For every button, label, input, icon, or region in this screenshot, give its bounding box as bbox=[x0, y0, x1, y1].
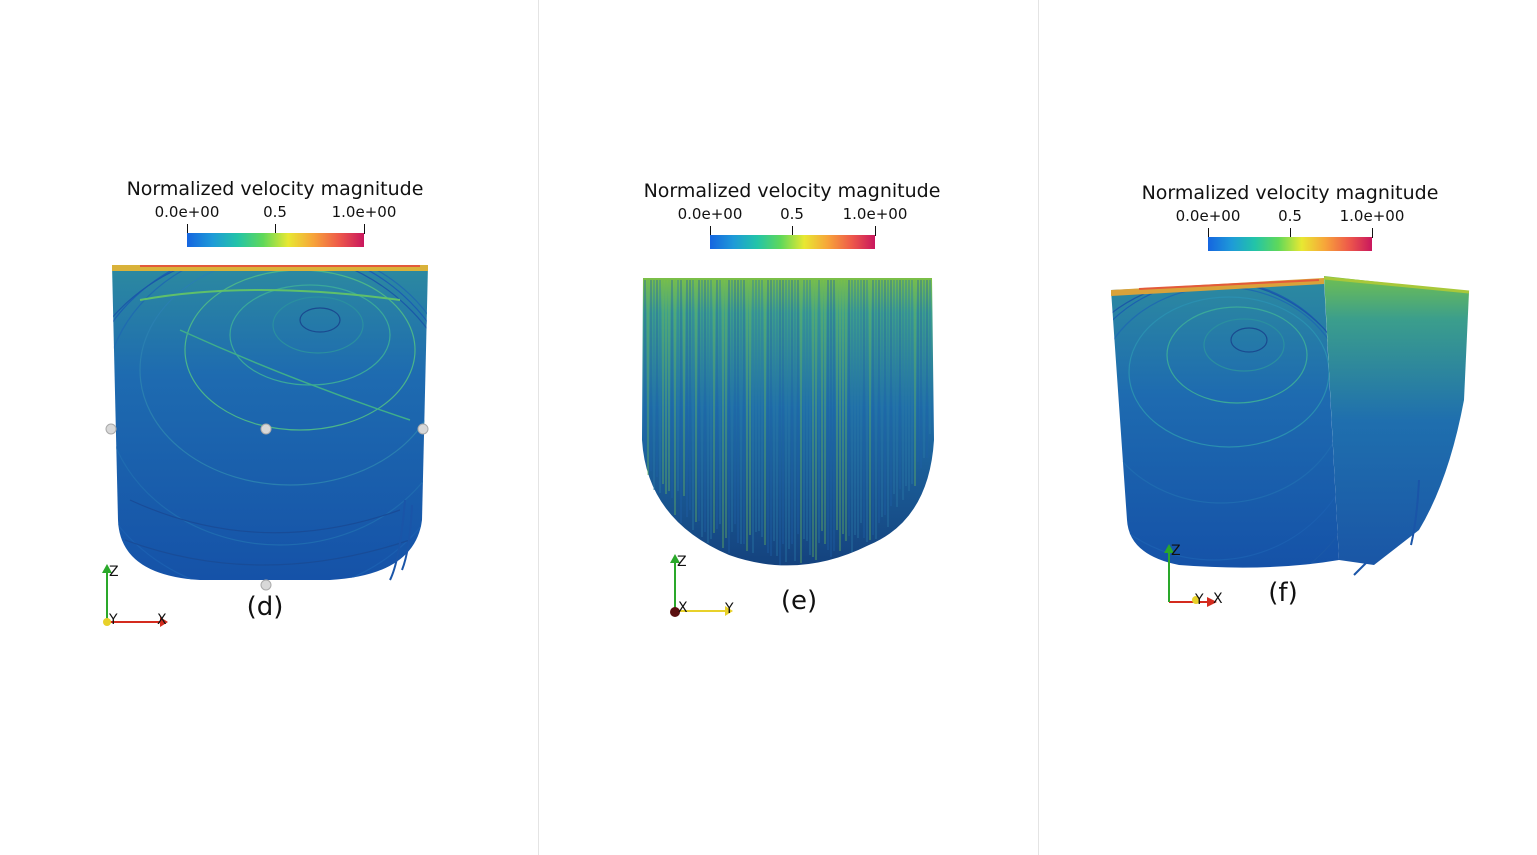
colorbar-min-label: 0.0e+00 bbox=[1175, 207, 1241, 225]
colorbar-min-label: 0.0e+00 bbox=[677, 205, 743, 223]
streamline-render-d: X Y Z bbox=[102, 265, 429, 628]
colorbar-tick bbox=[710, 226, 711, 236]
axis-label-horizontal: X bbox=[157, 612, 167, 628]
colorbar-title: Normalized velocity magnitude bbox=[643, 180, 941, 202]
colorbar-tick bbox=[1208, 228, 1209, 238]
streamlines bbox=[644, 280, 931, 565]
colorbar-gradient bbox=[710, 235, 875, 249]
colorbar-gradient bbox=[187, 233, 364, 247]
axis-label-vertical: Z bbox=[677, 554, 687, 570]
panel-divider-1 bbox=[538, 0, 539, 855]
orientation-axes: X Y Z bbox=[102, 564, 168, 628]
colorbar-tick bbox=[1290, 228, 1291, 238]
probe-sphere bbox=[105, 423, 117, 435]
colorbar-tick bbox=[364, 224, 365, 234]
axis-label-vertical: Z bbox=[109, 564, 119, 580]
streamline-side-face bbox=[1324, 276, 1469, 565]
axis-label-depth: Y bbox=[108, 612, 118, 628]
colorbar-max-label: 1.0e+00 bbox=[331, 203, 397, 221]
streamline-front-face bbox=[1111, 280, 1339, 568]
axis-label-horizontal: X bbox=[1213, 591, 1223, 607]
streamline-render-e: Y X Z bbox=[642, 278, 934, 617]
probe-sphere bbox=[260, 579, 272, 591]
colorbar-tick bbox=[187, 224, 188, 234]
probe-sphere bbox=[417, 423, 429, 435]
colorbar-mid-label: 0.5 bbox=[780, 205, 804, 223]
panel-e: Normalized velocity magnitude 0.0e+00 0.… bbox=[539, 0, 1038, 855]
colorbar-gradient bbox=[1208, 237, 1372, 251]
colorbar-title: Normalized velocity magnitude bbox=[1141, 182, 1439, 204]
panel-caption: (e) bbox=[780, 586, 818, 616]
orientation-axes: Y X Z bbox=[670, 554, 734, 617]
streamline-render-f: X Y Z bbox=[1111, 276, 1470, 608]
panel-caption: (d) bbox=[246, 592, 284, 622]
colorbar-tick bbox=[1372, 228, 1373, 238]
colorbar-mid-label: 0.5 bbox=[263, 203, 287, 221]
axis-label-depth: Y bbox=[1194, 592, 1204, 608]
colorbar-title: Normalized velocity magnitude bbox=[126, 178, 424, 200]
probe-sphere bbox=[260, 423, 272, 435]
colorbar-max-label: 1.0e+00 bbox=[842, 205, 908, 223]
colorbar-min-label: 0.0e+00 bbox=[154, 203, 220, 221]
colorbar-tick bbox=[275, 224, 276, 234]
panel-caption: (f) bbox=[1268, 578, 1298, 608]
colorbar-tick bbox=[875, 226, 876, 236]
colorbar-mid-label: 0.5 bbox=[1278, 207, 1302, 225]
axis-label-depth: X bbox=[678, 600, 688, 616]
streamline-volume bbox=[112, 265, 428, 580]
colorbar-tick bbox=[792, 226, 793, 236]
axis-label-vertical: Z bbox=[1171, 543, 1181, 559]
panel-f: Normalized velocity magnitude 0.0e+00 0.… bbox=[1039, 0, 1537, 855]
colorbar-max-label: 1.0e+00 bbox=[1339, 207, 1405, 225]
panel-d: Normalized velocity magnitude 0.0e+00 0.… bbox=[0, 0, 538, 855]
streamline-volume bbox=[642, 278, 934, 566]
panel-divider-2 bbox=[1038, 0, 1039, 855]
axis-label-horizontal: Y bbox=[724, 601, 734, 617]
orientation-axes: X Y Z bbox=[1164, 543, 1223, 608]
